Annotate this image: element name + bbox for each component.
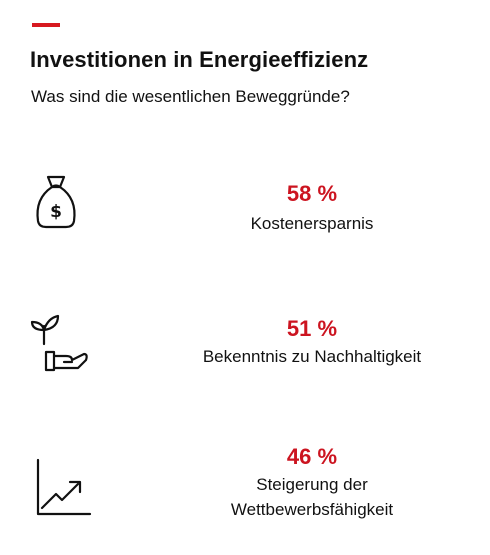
label-line: Kostenersparnis xyxy=(250,214,374,233)
value-cost-savings: 58 % xyxy=(286,181,338,206)
label-sustainability: Bekenntnis zu Nachhaltigkeit xyxy=(162,344,462,369)
hand-plant-icon xyxy=(20,308,92,380)
growth-chart-icon xyxy=(20,448,92,520)
label-competitiveness: Steigerung der Wettbewerbsfähigkeit xyxy=(162,472,462,522)
value-sustainability: 51 % xyxy=(286,316,338,341)
label-line: Wettbewerbsfähigkeit xyxy=(230,500,394,519)
label-line: Steigerung der xyxy=(256,475,368,494)
svg-text:$: $ xyxy=(50,202,62,222)
label-cost-savings: Kostenersparnis xyxy=(162,211,462,236)
label-line: Bekenntnis zu Nachhaltigkeit xyxy=(202,347,422,366)
accent-bar xyxy=(32,23,60,27)
money-bag-icon: $ xyxy=(20,165,92,237)
page-title: Investitionen in Energieeffizienz xyxy=(30,47,369,72)
value-competitiveness: 46 % xyxy=(286,444,338,469)
page-subtitle: Was sind die wesentlichen Beweggründe? xyxy=(31,87,350,106)
